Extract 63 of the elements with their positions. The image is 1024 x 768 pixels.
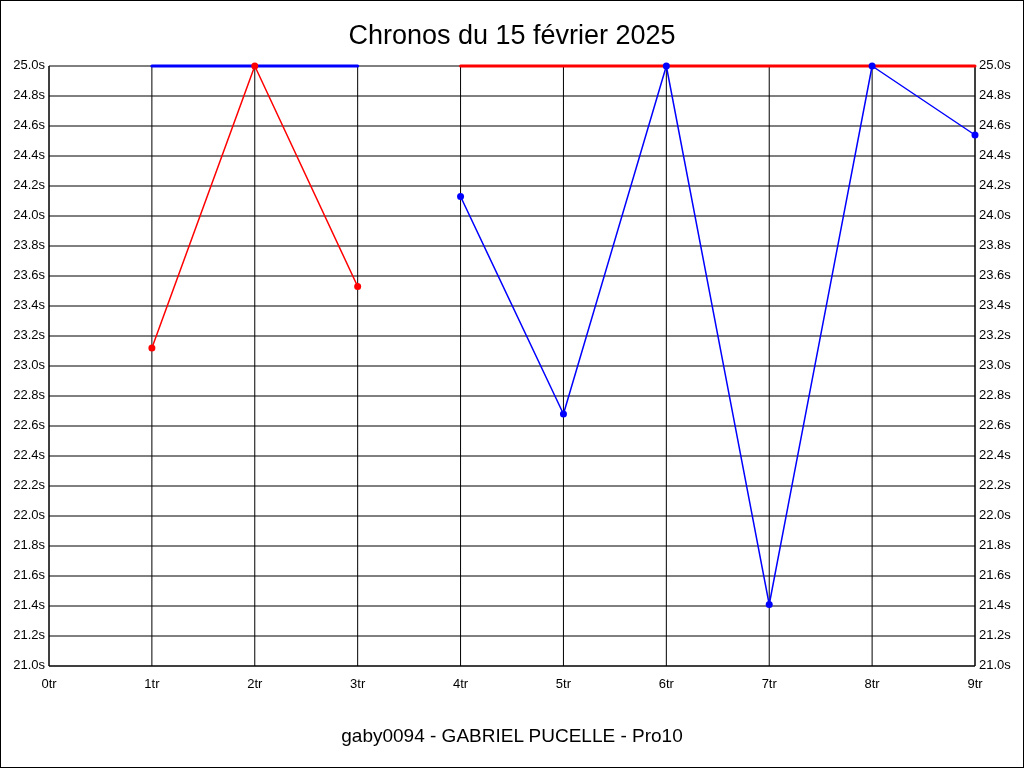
y2-tick-label: 25.0s	[979, 57, 1012, 73]
x-tick-label: 4tr	[452, 676, 469, 691]
y-tick-label: 24.4s	[13, 147, 46, 163]
y-tick-label: 21.0s	[13, 657, 46, 673]
y-tick-label: 21.6s	[13, 567, 46, 583]
point	[251, 62, 259, 70]
point	[457, 193, 465, 200]
y2-tick-label: 24.4s	[979, 147, 1012, 163]
point	[971, 131, 979, 139]
y-tick-label: 23.4s	[13, 297, 46, 313]
y-tick-label: 21.8s	[13, 537, 46, 553]
x-tick-label: 7tr	[761, 676, 778, 691]
y-tick-label: 22.0s	[13, 507, 46, 523]
y-tick-label: 24.0s	[13, 207, 46, 223]
y2-tick-label: 24.2s	[979, 177, 1012, 193]
y2-tick-label: 23.2s	[979, 327, 1012, 343]
point	[765, 601, 773, 608]
y2-tick-label: 21.6s	[979, 567, 1012, 583]
y2-tick-label: 21.0s	[979, 657, 1012, 673]
y2-tick-label: 24.8s	[979, 87, 1012, 103]
point	[559, 410, 567, 418]
y2-tick-label: 22.4s	[979, 447, 1012, 463]
x-tick-label: 2tr	[247, 676, 264, 691]
x-tick-label: 6tr	[658, 676, 675, 691]
x-tick-label: 5tr	[555, 676, 572, 691]
y2-tick-label: 21.4s	[979, 597, 1012, 613]
y2-tick-label: 23.4s	[979, 297, 1012, 313]
point	[868, 62, 876, 70]
y2-tick-label: 22.2s	[979, 477, 1012, 493]
y-tick-label: 22.2s	[13, 477, 46, 493]
y-tick-label: 23.8s	[13, 237, 46, 253]
x-tick-label: 3tr	[350, 676, 366, 691]
y-tick-label: 24.8s	[13, 87, 46, 103]
y-tick-label: 21.4s	[13, 597, 46, 613]
y-tick-label: 24.6s	[13, 117, 46, 133]
x-tick-label: 8tr	[864, 676, 881, 691]
y-tick-label: 23.6s	[13, 267, 46, 283]
y2-tick-label: 22.0s	[979, 507, 1012, 523]
y2-tick-label: 24.0s	[979, 207, 1012, 223]
y-tick-label: 25.0s	[13, 57, 46, 73]
y2-tick-label: 22.6s	[979, 417, 1012, 433]
y-tick-label: 24.2s	[13, 177, 46, 193]
x-tick-label: 0tr	[41, 676, 58, 691]
y2-tick-label: 24.6s	[979, 117, 1012, 133]
y-tick-label: 22.4s	[13, 447, 46, 463]
y2-tick-label: 22.8s	[979, 387, 1012, 403]
y2-tick-label: 23.6s	[979, 267, 1012, 283]
y2-tick-label: 21.2s	[979, 627, 1012, 643]
point	[148, 344, 156, 352]
y-tick-label: 22.6s	[13, 417, 46, 433]
y-tick-label: 21.2s	[13, 627, 46, 643]
y2-tick-label: 23.0s	[979, 357, 1012, 373]
y-tick-label: 22.8s	[13, 387, 46, 403]
x-tick-label: 9tr	[967, 676, 984, 691]
y-tick-label: 23.0s	[13, 357, 46, 373]
chart-title: Chronos du 15 février 2025	[348, 20, 676, 50]
y-tick-label: 23.2s	[13, 327, 46, 343]
y2-tick-label: 21.8s	[979, 537, 1012, 553]
y2-tick-label: 23.8s	[979, 237, 1012, 253]
x-tick-label: 1tr	[144, 676, 161, 691]
text: gaby0094 - GABRIEL PUCELLE - Pro10	[341, 725, 683, 746]
point	[662, 62, 670, 70]
point	[354, 283, 362, 290]
